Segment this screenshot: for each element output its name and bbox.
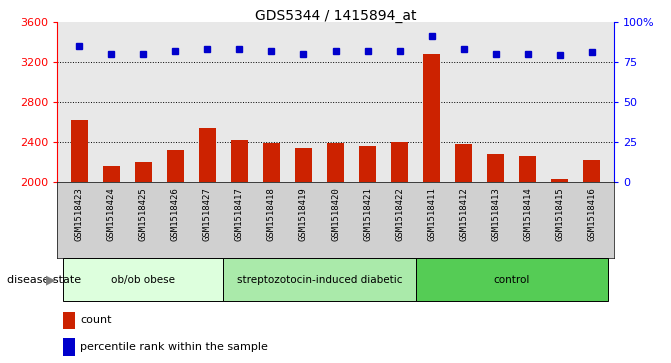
Bar bbox=[135, 162, 152, 182]
Text: GSM1518415: GSM1518415 bbox=[555, 188, 564, 241]
Text: GSM1518418: GSM1518418 bbox=[267, 188, 276, 241]
Bar bbox=[103, 166, 120, 182]
Text: GSM1518413: GSM1518413 bbox=[491, 188, 500, 241]
Text: GSM1518414: GSM1518414 bbox=[523, 188, 532, 241]
Bar bbox=[327, 143, 344, 182]
Text: GSM1518426: GSM1518426 bbox=[171, 188, 180, 241]
Text: streptozotocin-induced diabetic: streptozotocin-induced diabetic bbox=[237, 274, 402, 285]
Text: GSM1518427: GSM1518427 bbox=[203, 188, 212, 241]
Text: percentile rank within the sample: percentile rank within the sample bbox=[81, 342, 268, 352]
Bar bbox=[295, 147, 312, 182]
Bar bbox=[391, 142, 409, 182]
Text: control: control bbox=[493, 274, 529, 285]
Text: ob/ob obese: ob/ob obese bbox=[111, 274, 175, 285]
Text: GSM1518421: GSM1518421 bbox=[363, 188, 372, 241]
Text: GSM1518419: GSM1518419 bbox=[299, 188, 308, 241]
Bar bbox=[64, 258, 223, 301]
Bar bbox=[223, 258, 415, 301]
Text: count: count bbox=[81, 315, 112, 325]
Text: GSM1518416: GSM1518416 bbox=[587, 188, 596, 241]
Bar bbox=[582, 160, 601, 182]
Bar bbox=[166, 150, 185, 182]
Text: ▶: ▶ bbox=[46, 273, 55, 286]
Text: GSM1518424: GSM1518424 bbox=[107, 188, 116, 241]
Bar bbox=[62, 312, 75, 329]
Bar bbox=[455, 144, 472, 182]
Text: GSM1518425: GSM1518425 bbox=[139, 188, 148, 241]
Text: GDS5344 / 1415894_at: GDS5344 / 1415894_at bbox=[255, 9, 416, 23]
Text: disease state: disease state bbox=[7, 274, 81, 285]
Bar bbox=[62, 338, 75, 356]
Bar bbox=[415, 258, 607, 301]
Bar bbox=[359, 146, 376, 182]
Text: GSM1518417: GSM1518417 bbox=[235, 188, 244, 241]
Bar bbox=[70, 120, 89, 182]
Bar bbox=[519, 155, 536, 182]
Text: GSM1518423: GSM1518423 bbox=[75, 188, 84, 241]
Bar bbox=[423, 54, 440, 182]
Bar bbox=[199, 128, 216, 182]
Text: GSM1518411: GSM1518411 bbox=[427, 188, 436, 241]
Text: GSM1518420: GSM1518420 bbox=[331, 188, 340, 241]
Bar bbox=[231, 140, 248, 182]
Text: GSM1518422: GSM1518422 bbox=[395, 188, 404, 241]
Bar bbox=[486, 154, 505, 182]
Text: GSM1518412: GSM1518412 bbox=[459, 188, 468, 241]
Bar bbox=[551, 179, 568, 182]
Bar bbox=[262, 143, 280, 182]
